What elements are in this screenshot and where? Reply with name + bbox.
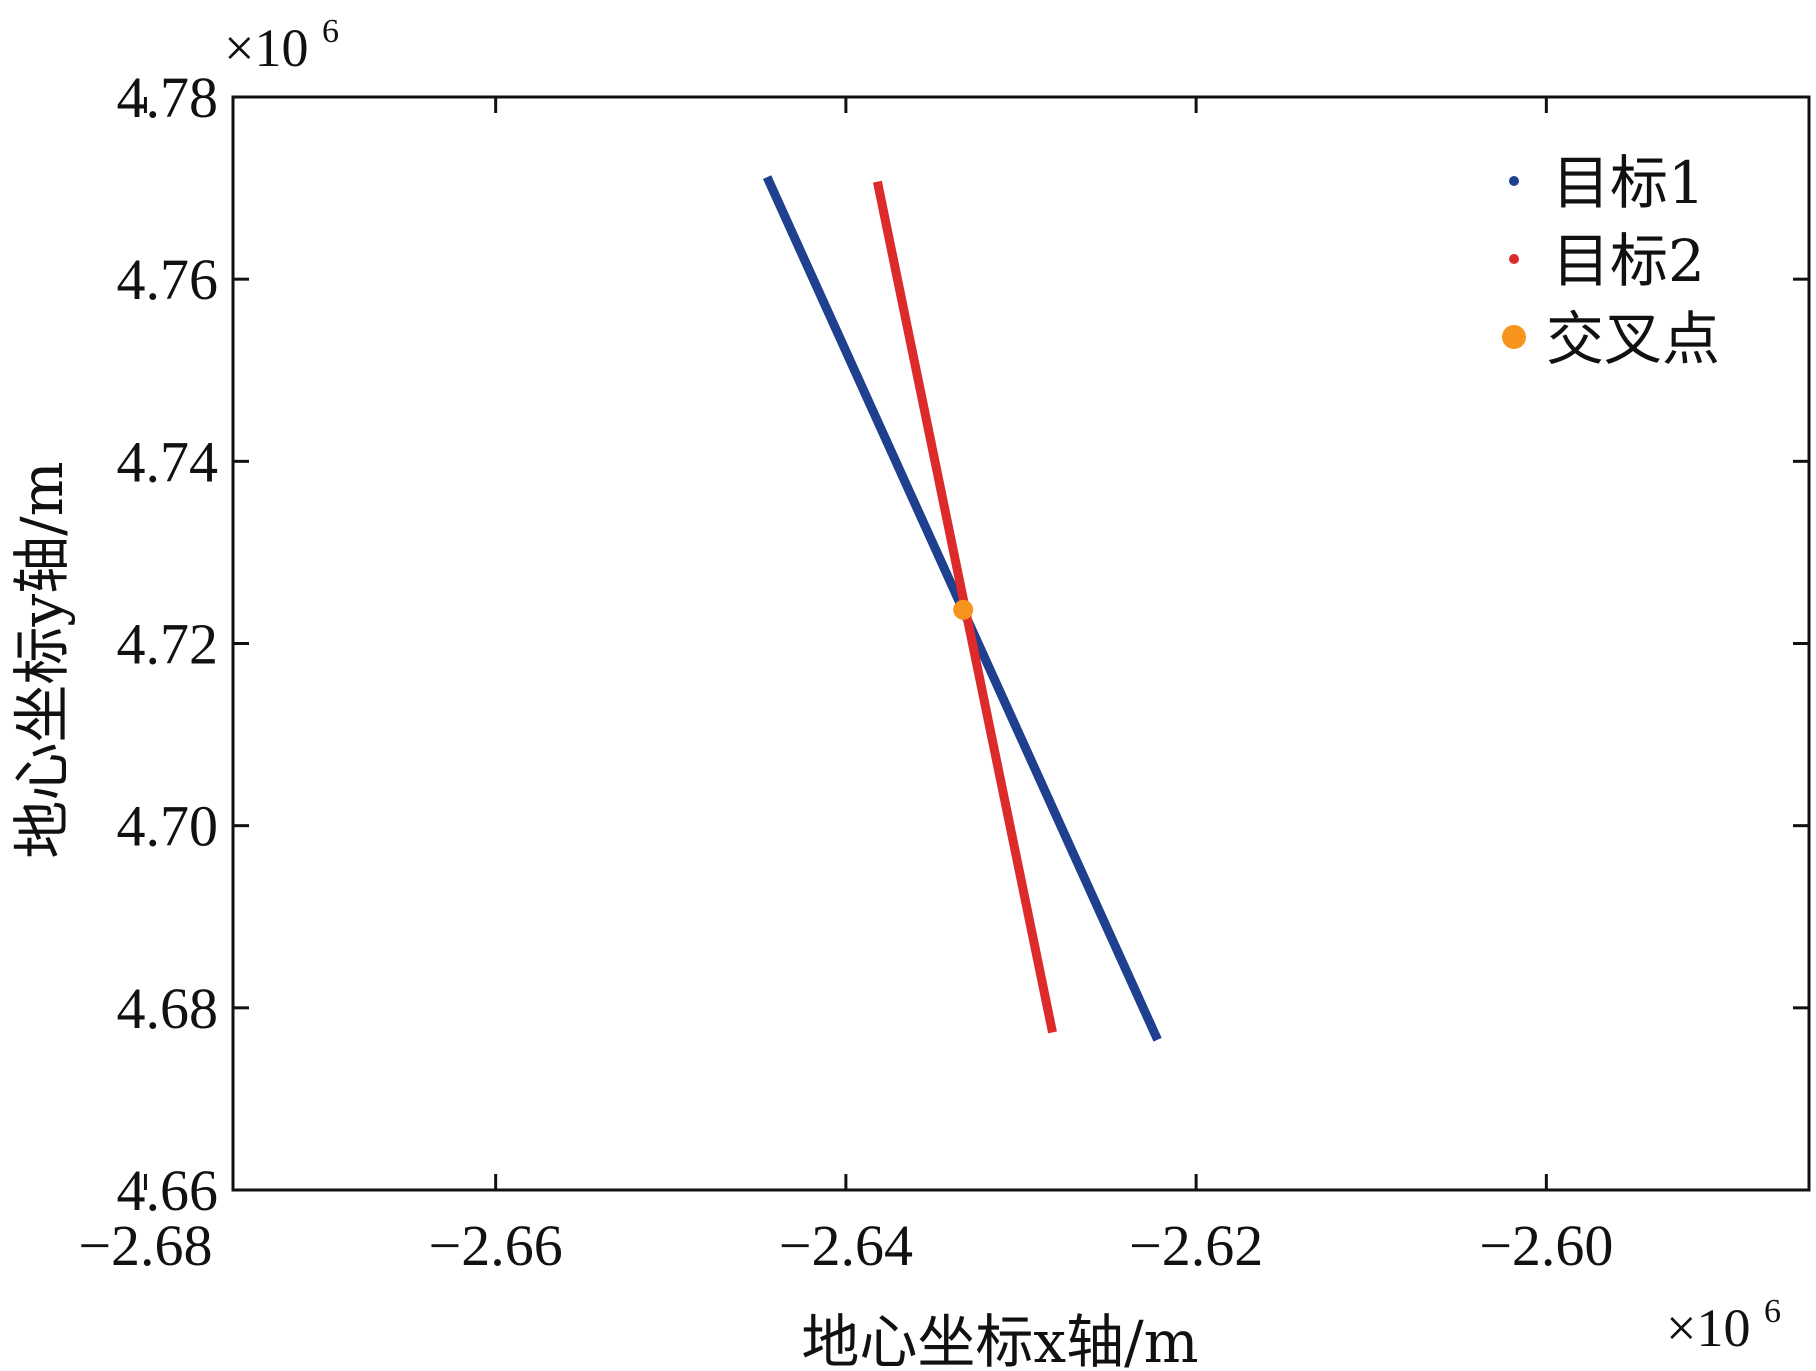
- x-tick-label: −2.62: [1129, 1213, 1263, 1278]
- legend-marker-2: [1509, 254, 1519, 264]
- legend-label-1: 目标1: [1552, 149, 1705, 217]
- points-layer: [953, 599, 974, 620]
- y-tick-label: 4.78: [117, 65, 219, 130]
- legend-marker-1: [1509, 176, 1519, 186]
- y-tick-label: 4.74: [117, 429, 219, 494]
- x-multiplier: ×10 6: [1666, 1293, 1781, 1358]
- y-tick-label: 4.68: [117, 976, 219, 1041]
- y-axis-label: 地心坐标y轴/m: [8, 461, 76, 858]
- y-tick-label: 4.76: [117, 247, 219, 312]
- intersection-point: [953, 599, 974, 620]
- y-tick-label: 4.72: [117, 612, 219, 677]
- y-multiplier-base: ×10: [224, 18, 308, 78]
- x-ticks: −2.68−2.66−2.64−2.62−2.60−2.58: [78, 97, 1613, 1278]
- y-multiplier: ×10 6: [224, 13, 339, 78]
- x-axis-label: 地心坐标x轴/m: [801, 1308, 1198, 1371]
- y-tick-label: 4.66: [117, 1158, 219, 1223]
- legend: 目标1 目标2 交叉点: [1502, 149, 1720, 373]
- x-multiplier-exp: 6: [1764, 1293, 1781, 1330]
- legend-marker-intersection: [1502, 325, 1526, 349]
- legend-label-2: 目标2: [1552, 227, 1705, 295]
- x-tick-label: −2.68: [78, 1213, 212, 1278]
- x-tick-label: −2.64: [779, 1213, 913, 1278]
- y-tick-label: 4.70: [117, 794, 219, 859]
- y-ticks: 4.66 4.68 4.70 4.72 4.74 4.76 4.78: [117, 65, 1809, 1223]
- x-tick-label: −2.60: [1479, 1213, 1613, 1278]
- legend-label-intersection: 交叉点: [1546, 305, 1720, 373]
- x-tick-label: −2.66: [429, 1213, 563, 1278]
- y-multiplier-exp: 6: [322, 13, 339, 50]
- x-multiplier-base: ×10: [1666, 1298, 1750, 1358]
